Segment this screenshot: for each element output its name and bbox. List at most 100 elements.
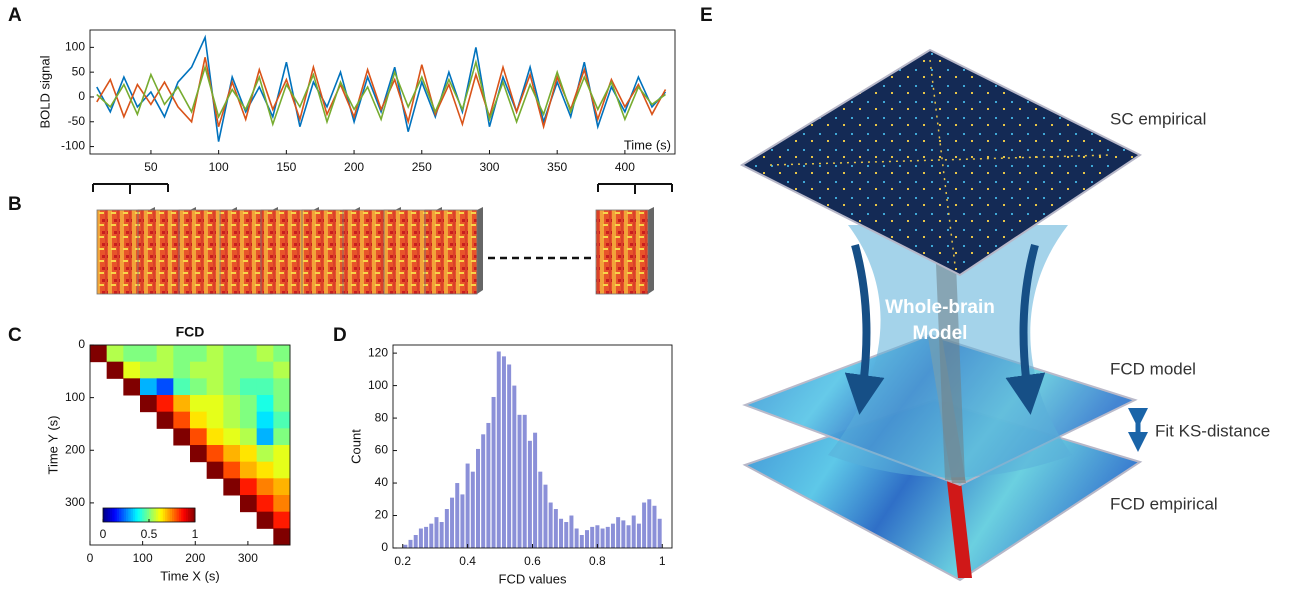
colorbar-step <box>188 508 191 522</box>
panel-label: C <box>8 325 22 346</box>
axes-box <box>89 344 291 546</box>
matrix-shadow <box>648 207 654 294</box>
hist-bar <box>501 356 506 548</box>
hist-bar <box>538 471 543 548</box>
bracket <box>92 183 169 194</box>
colorbar-step <box>158 508 161 522</box>
heat-cell <box>240 428 258 446</box>
colorbar-step <box>109 508 113 522</box>
x-tick-label: 0.4 <box>459 554 476 568</box>
y-axis-label: Time Y (s) <box>45 416 60 475</box>
x-tick-label: 100 <box>209 160 229 174</box>
x-axis-label: FCD values <box>499 571 567 586</box>
hist-bar <box>631 515 636 548</box>
colorbar-step <box>178 508 182 522</box>
y-tick-label: 100 <box>65 390 85 404</box>
heat-cell <box>273 528 291 546</box>
y-tick-label: 100 <box>368 378 388 392</box>
heat-cell <box>223 361 241 379</box>
colorbar-step <box>116 508 120 522</box>
heat-cell <box>223 411 241 429</box>
heat-cell <box>240 395 258 413</box>
hist-bar <box>579 535 584 548</box>
hist-bar <box>434 517 439 548</box>
heat-cell <box>206 461 224 479</box>
heat-cell <box>156 361 174 379</box>
heat-cell <box>173 345 191 363</box>
x-tick-label: 350 <box>547 160 567 174</box>
colorbar-step <box>121 508 125 522</box>
hist-bar <box>569 515 574 548</box>
colorbar-step <box>185 508 189 522</box>
hist-bar <box>590 526 595 548</box>
colorbar-step <box>160 508 164 522</box>
colorbar-step <box>153 508 157 522</box>
heat-cell <box>223 478 241 496</box>
heat-cell <box>190 428 208 446</box>
colorbar-step <box>167 508 171 522</box>
x-tick-label: 300 <box>238 551 258 565</box>
colorbar-step <box>123 508 127 522</box>
axes-box <box>89 29 676 155</box>
x-tick-label: 400 <box>615 160 635 174</box>
hist-bar <box>559 518 564 548</box>
colorbar-step <box>105 508 109 522</box>
heat-cell <box>273 361 291 379</box>
heat-cell <box>273 395 291 413</box>
heat-cell <box>190 445 208 463</box>
hist-bar <box>470 471 475 548</box>
heat-cell <box>256 445 274 463</box>
heat-cell <box>190 395 208 413</box>
x-tick-label: 300 <box>479 160 499 174</box>
y-tick-label: -100 <box>61 139 85 153</box>
hist-bar <box>444 509 449 548</box>
heat-cell <box>156 378 174 396</box>
heat-cell <box>240 345 258 363</box>
heat-cell <box>140 378 158 396</box>
heat-cell <box>206 428 224 446</box>
heat-cell <box>273 478 291 496</box>
model-label: Model <box>913 323 968 344</box>
hist-bar <box>610 523 615 548</box>
hist-bar <box>496 351 501 548</box>
heat-cell <box>123 378 141 396</box>
colorbar-step <box>192 508 196 522</box>
hist-bar <box>465 463 470 548</box>
colorbar-step <box>119 508 122 522</box>
hist-bar <box>429 523 434 548</box>
y-tick-label: 50 <box>72 64 86 78</box>
hist-bar <box>595 525 600 548</box>
heat-cell <box>156 411 174 429</box>
hist-bar <box>424 526 429 548</box>
heat-cell <box>223 461 241 479</box>
hist-bar <box>600 528 605 548</box>
heat-cell <box>273 411 291 429</box>
hist-bar <box>621 520 626 548</box>
colorbar-step <box>114 508 118 522</box>
matrix-stack <box>96 207 654 295</box>
hist-bar <box>512 385 517 548</box>
x-axis-label: Time (s) <box>624 137 671 152</box>
colorbar-step <box>142 508 145 522</box>
arrow <box>1005 243 1046 415</box>
hist-bar <box>408 539 413 548</box>
heat-cell <box>206 345 224 363</box>
colorbar-step <box>183 508 187 522</box>
heat-cell <box>273 345 291 363</box>
hist-bar <box>491 396 496 548</box>
heat-cell <box>273 445 291 463</box>
heat-cell <box>240 361 258 379</box>
colorbar-step <box>146 508 150 522</box>
series-line <box>96 34 667 142</box>
y-tick-label: 200 <box>65 442 85 456</box>
colorbar-step <box>135 508 138 522</box>
hist-bar <box>626 525 631 548</box>
x-tick-label: 200 <box>185 551 205 565</box>
hist-bar <box>642 502 647 548</box>
y-tick-label: 100 <box>65 40 85 54</box>
heat-cell <box>273 428 291 446</box>
colorbar-step <box>107 508 111 522</box>
colorbar-step <box>128 508 132 522</box>
colorbar-step <box>155 508 159 522</box>
